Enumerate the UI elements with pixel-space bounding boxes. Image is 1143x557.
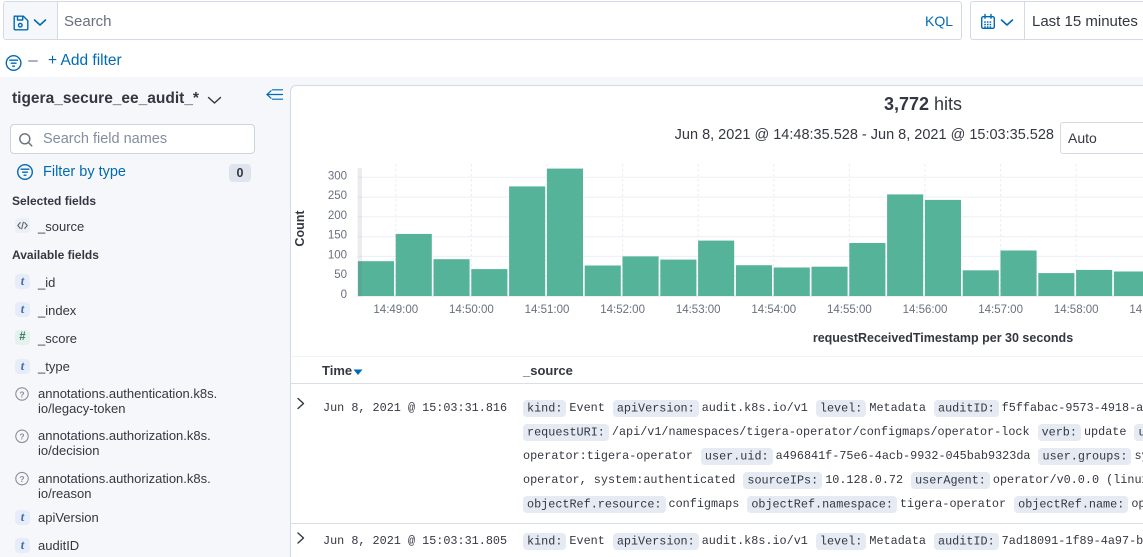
svg-text:14:55:00: 14:55:00 [827,304,872,316]
svg-text:?: ? [19,474,24,484]
svg-text:14:50:00: 14:50:00 [449,304,494,316]
svg-text:14:53:00: 14:53:00 [676,304,721,316]
svg-text:150: 150 [328,230,347,242]
svg-text:50: 50 [334,269,347,281]
svg-text:250: 250 [328,190,347,202]
svg-text:14:54:00: 14:54:00 [751,304,796,316]
svg-text:Count: Count [293,210,307,247]
svg-text:14:57:00: 14:57:00 [978,304,1023,316]
svg-text:requestReceivedTimestamp per 3: requestReceivedTimestamp per 30 seconds [813,331,1073,345]
svg-text:?: ? [19,389,24,399]
svg-text:14:51:00: 14:51:00 [525,304,570,316]
svg-text:14:52:00: 14:52:00 [600,304,645,316]
svg-text:14:49:00: 14:49:00 [373,304,418,316]
svg-text:14:56:00: 14:56:00 [903,304,948,316]
svg-text:?: ? [19,432,24,442]
svg-text:100: 100 [328,249,347,261]
svg-text:14:58:00: 14:58:00 [1054,304,1099,316]
svg-text:0: 0 [341,289,347,301]
svg-text:14:59:00: 14:59:00 [1129,304,1143,316]
svg-text:300: 300 [328,170,347,182]
svg-text:200: 200 [328,210,347,222]
